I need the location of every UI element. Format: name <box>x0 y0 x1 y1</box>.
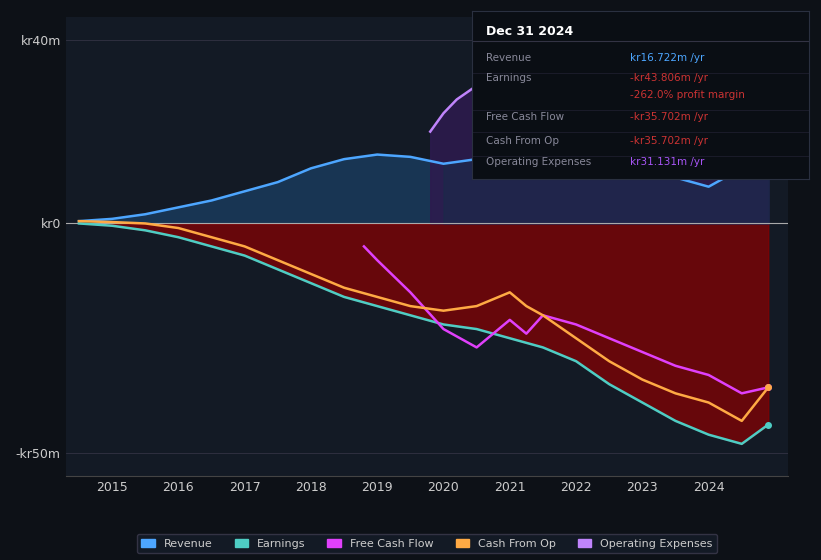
Text: -262.0% profit margin: -262.0% profit margin <box>631 90 745 100</box>
Text: kr31.131m /yr: kr31.131m /yr <box>631 157 704 167</box>
Text: Revenue: Revenue <box>485 53 530 63</box>
Text: Earnings: Earnings <box>485 73 531 83</box>
Text: Operating Expenses: Operating Expenses <box>485 157 591 167</box>
Text: Dec 31 2024: Dec 31 2024 <box>485 25 573 38</box>
Text: -kr35.702m /yr: -kr35.702m /yr <box>631 136 709 146</box>
Text: -kr43.806m /yr: -kr43.806m /yr <box>631 73 709 83</box>
Text: Free Cash Flow: Free Cash Flow <box>485 112 564 122</box>
Text: Cash From Op: Cash From Op <box>485 136 558 146</box>
Text: -kr35.702m /yr: -kr35.702m /yr <box>631 112 709 122</box>
Legend: Revenue, Earnings, Free Cash Flow, Cash From Op, Operating Expenses: Revenue, Earnings, Free Cash Flow, Cash … <box>137 534 717 553</box>
Text: kr16.722m /yr: kr16.722m /yr <box>631 53 704 63</box>
